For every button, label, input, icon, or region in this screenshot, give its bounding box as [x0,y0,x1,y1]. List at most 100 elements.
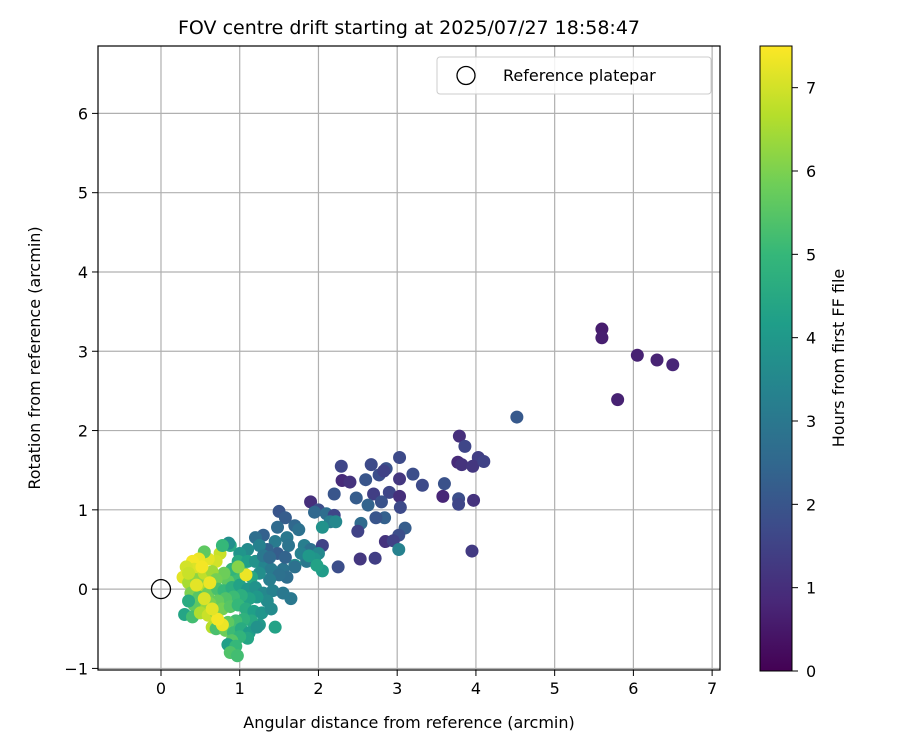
legend-marker-icon [456,65,476,86]
data-point [268,535,282,549]
y-axis-label: Rotation from reference (arcmin) [25,226,44,489]
data-point [215,539,229,553]
data-point [288,560,302,574]
colorbar-tick-label: 0 [806,662,816,681]
data-point [477,454,491,468]
colorbar-tick-label: 4 [806,329,816,348]
data-point [361,498,375,512]
x-tick-label: 4 [471,679,481,698]
data-point [268,620,282,634]
y-tick-label: 2 [78,422,88,441]
data-point [367,487,381,501]
data-point [393,451,407,465]
data-point [650,353,664,367]
data-point [393,472,407,486]
data-point [415,478,429,492]
data-point [406,467,420,481]
data-point [263,550,277,564]
x-tick-label: 5 [550,679,560,698]
data-point [310,558,324,572]
data-point [364,458,378,472]
x-tick-label: 0 [156,679,166,698]
data-point [393,489,407,503]
data-point [271,520,285,534]
colorbar: 0 1 2 3 4 5 6 7 Hours from first FF file [759,45,848,681]
data-point [359,473,373,487]
data-point [630,348,644,362]
data-point [292,523,306,537]
data-point [230,649,244,663]
data-point [195,560,209,574]
data-point [239,568,253,582]
y-tick-label: 0 [78,580,88,599]
data-point [452,429,466,443]
data-point [182,566,196,580]
data-point [392,542,406,556]
y-tick-label: 1 [78,501,88,520]
data-point [250,620,264,634]
colorbar-tick-label: 1 [806,579,816,598]
data-point [308,505,322,519]
data-point [197,592,211,606]
data-point [182,594,196,608]
colorbar-tick-label: 2 [806,495,816,514]
data-point [595,331,609,345]
data-point [276,586,290,600]
data-point [393,500,407,514]
y-tick-label: 5 [78,184,88,203]
data-point [437,477,451,491]
data-point [331,560,345,574]
data-point [329,515,343,529]
grid-lines [98,46,720,670]
data-point [467,493,481,507]
data-point [351,524,365,538]
x-tick-label: 1 [235,679,245,698]
y-tick-label: 4 [78,263,88,282]
data-point [315,520,329,534]
colorbar-tick-label: 6 [806,162,816,181]
y-tick-label: −1 [64,659,88,678]
data-point [611,393,625,407]
legend: Reference platepar [436,56,712,95]
data-point [374,495,388,509]
y-axis: −1 0 1 2 3 4 5 6 [64,104,98,678]
x-tick-label: 6 [628,679,638,698]
data-point [231,560,245,574]
data-point [203,576,217,590]
y-tick-label: 6 [78,104,88,123]
data-point [327,487,341,501]
data-point [334,459,348,473]
data-point [302,549,316,563]
colorbar-ticks: 0 1 2 3 4 5 6 7 [792,79,816,681]
data-point [189,578,203,592]
legend-box [436,56,712,95]
data-point [436,489,450,503]
data-point [465,544,479,558]
data-point [349,491,363,505]
x-tick-label: 7 [707,679,717,698]
data-point [304,495,318,509]
data-point [343,475,357,489]
x-tick-label: 2 [313,679,323,698]
colorbar-gradient [759,45,793,672]
x-tick-label: 3 [392,679,402,698]
reference-platepar-marker [150,578,172,600]
data-point [211,612,225,626]
data-point [458,439,472,453]
data-point [452,497,466,511]
data-point [266,584,280,598]
data-point [510,410,524,424]
data-point [455,458,469,472]
data-point [368,551,382,565]
data-point [263,573,277,587]
data-points [176,322,680,663]
plot-frame [97,45,721,671]
data-point [278,511,292,525]
data-point [282,539,296,553]
colorbar-tick-label: 3 [806,412,816,431]
chart-title: FOV centre drift starting at 2025/07/27 … [178,17,640,39]
y-tick-label: 3 [78,342,88,361]
x-axis: 0 1 2 3 4 5 6 7 [156,670,717,698]
data-point [466,459,480,473]
